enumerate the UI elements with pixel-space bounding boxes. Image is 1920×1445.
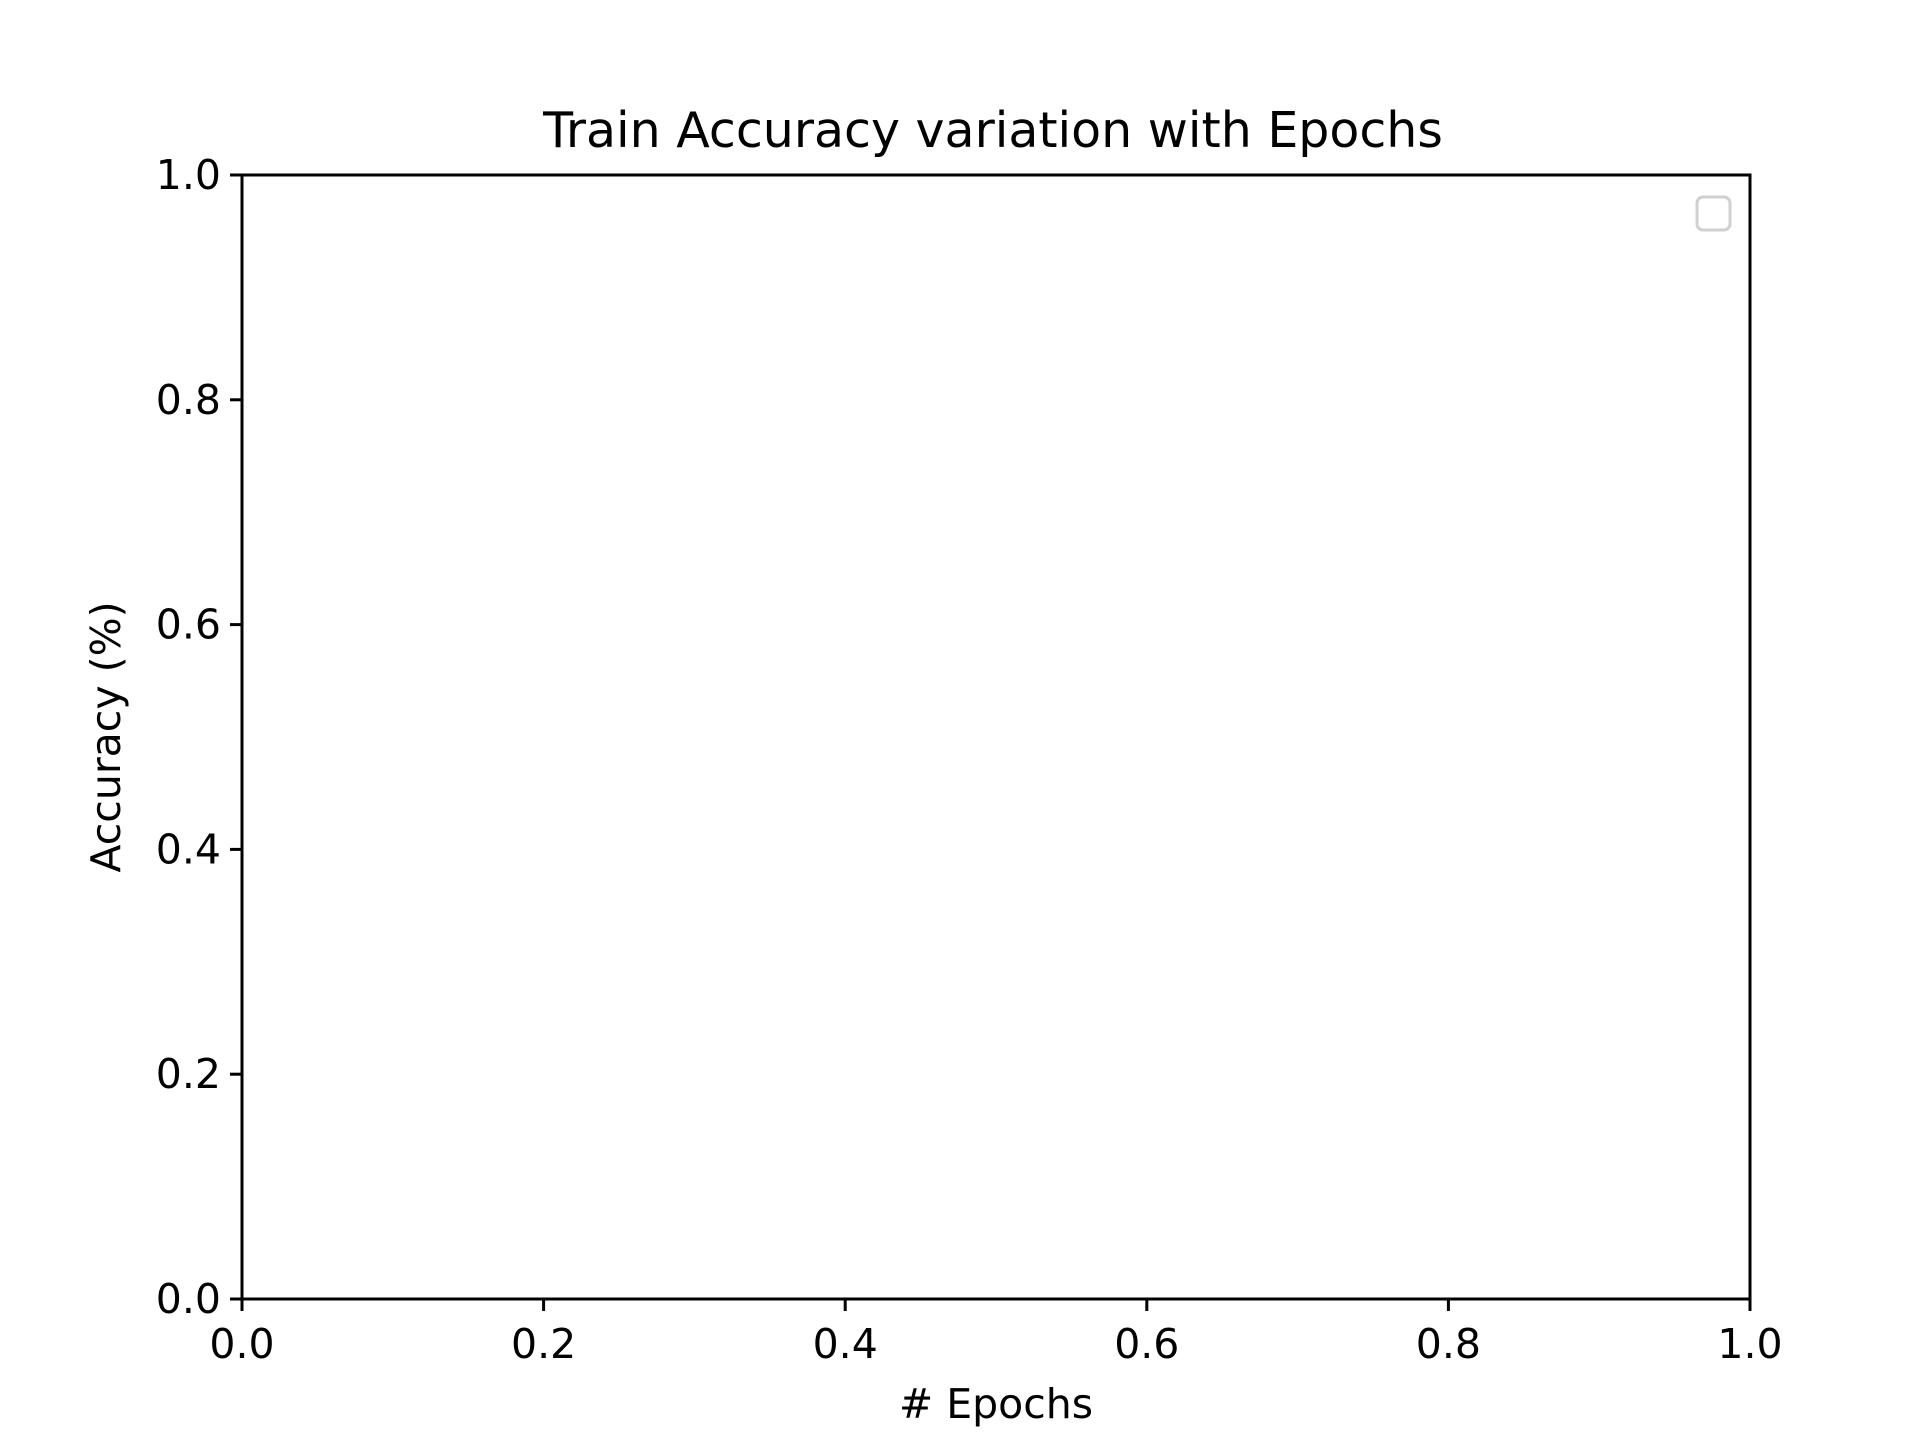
y-tick-label: 0.8 — [156, 376, 221, 424]
x-axis-ticks: 0.0 0.2 0.4 0.6 0.8 1.0 — [209, 1299, 1783, 1368]
y-tick-label: 0.2 — [156, 1050, 221, 1098]
x-tick-label: 0.8 — [1416, 1320, 1481, 1368]
legend-box — [1695, 195, 1732, 232]
y-axis-ticks: 0.0 0.2 0.4 0.6 0.8 1.0 — [156, 151, 242, 1323]
y-tick-label: 0.0 — [156, 1275, 221, 1323]
axes-frame — [240, 173, 1752, 1301]
x-tick-label: 1.0 — [1717, 1320, 1782, 1368]
y-tick-label: 1.0 — [156, 151, 221, 199]
y-axis-label: Accuracy (%) — [82, 601, 130, 872]
x-tick-label: 0.6 — [1114, 1320, 1179, 1368]
y-tick-label: 0.6 — [156, 601, 221, 649]
x-tick-label: 0.2 — [511, 1320, 576, 1368]
x-tick-label: 0.4 — [813, 1320, 878, 1368]
chart-title: Train Accuracy variation with Epochs — [542, 102, 1443, 159]
x-axis-label: # Epochs — [899, 1380, 1093, 1428]
plot-area — [240, 173, 1752, 1301]
y-tick-label: 0.4 — [156, 825, 221, 873]
x-tick-label: 0.0 — [209, 1320, 274, 1368]
